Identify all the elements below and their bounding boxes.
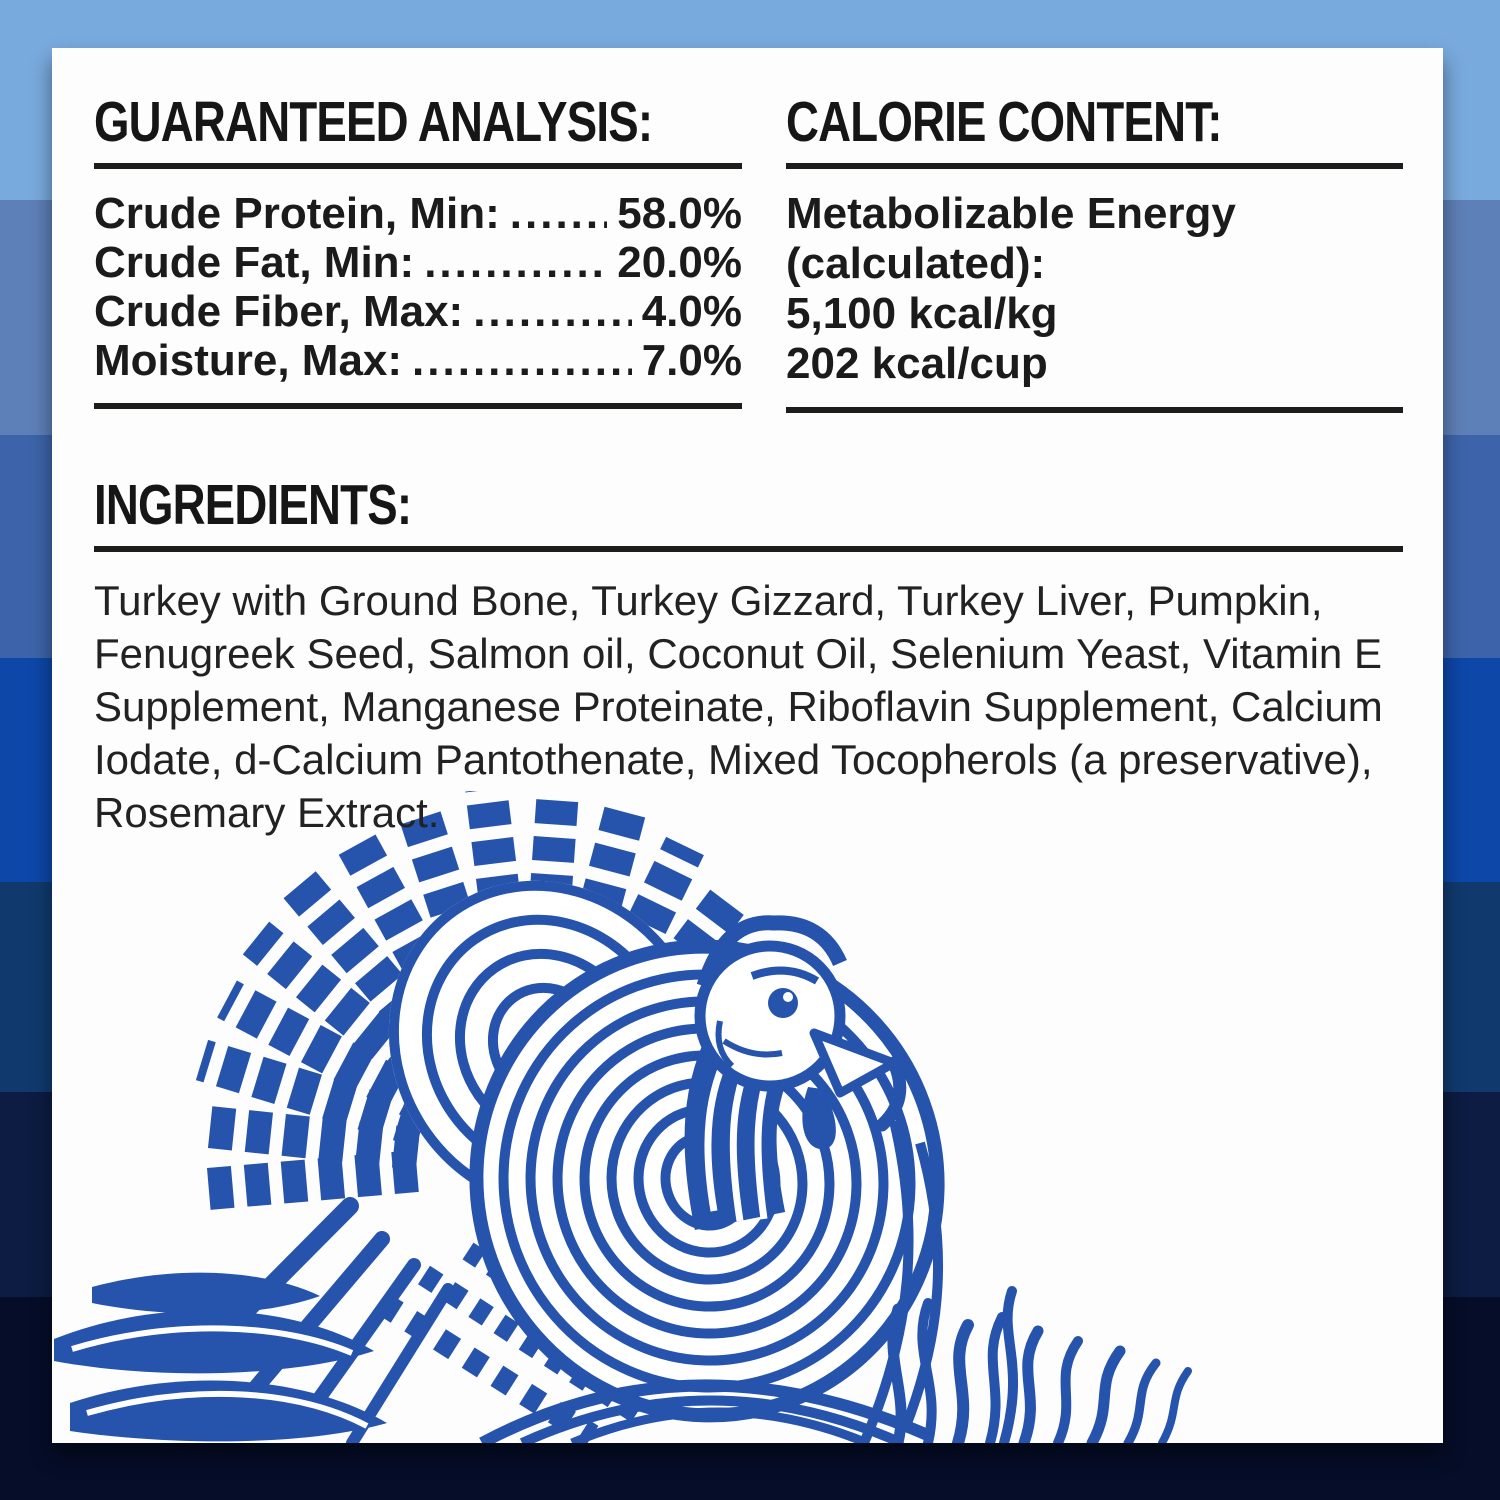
turkey-line-art-illustration xyxy=(52,791,1443,1443)
guaranteed-analysis-title: GUARANTEED ANALYSIS: xyxy=(94,90,653,154)
calorie-content-section: CALORIE CONTENT: Metabolizable Energy (c… xyxy=(786,94,1403,413)
analysis-row-label: Crude Protein, Min: xyxy=(94,189,500,238)
dot-leader: ........................................… xyxy=(424,238,607,287)
guaranteed-analysis-section: GUARANTEED ANALYSIS: Crude Protein, Min:… xyxy=(94,94,742,413)
analysis-row-label: Moisture, Max: xyxy=(94,336,403,385)
section-bottom-rule xyxy=(94,403,742,409)
title-underline xyxy=(94,163,742,169)
analysis-row: Crude Fat, Min: ........................… xyxy=(94,238,742,287)
title-underline xyxy=(94,546,1403,552)
analysis-rows: Crude Protein, Min: ....................… xyxy=(94,189,742,385)
title-underline xyxy=(786,163,1403,169)
calorie-line: 202 kcal/cup xyxy=(786,339,1048,388)
ingredients-section: INGREDIENTS: Turkey with Ground Bone, Tu… xyxy=(94,477,1403,839)
analysis-row-value: 20.0% xyxy=(617,238,742,287)
ingredients-title: INGREDIENTS: xyxy=(94,473,412,537)
analysis-row: Crude Protein, Min: ....................… xyxy=(94,189,742,238)
analysis-row-value: 7.0% xyxy=(641,336,742,385)
dot-leader: ........................................… xyxy=(412,336,632,385)
dot-leader: ........................................… xyxy=(473,287,632,336)
analysis-row-label: Crude Fat, Min: xyxy=(94,238,415,287)
analysis-row: Crude Fiber, Max: ......................… xyxy=(94,287,742,336)
calorie-line: 5,100 kcal/kg xyxy=(786,289,1058,338)
calorie-lines: Metabolizable Energy (calculated): 5,100… xyxy=(786,189,1403,389)
label-card: GUARANTEED ANALYSIS: Crude Protein, Min:… xyxy=(52,48,1443,1443)
calorie-line: (calculated): xyxy=(786,239,1046,288)
analysis-row-label: Crude Fiber, Max: xyxy=(94,287,464,336)
ingredients-text: Turkey with Ground Bone, Turkey Gizzard,… xyxy=(94,577,1383,836)
calorie-content-title: CALORIE CONTENT: xyxy=(786,90,1222,154)
analysis-row-value: 4.0% xyxy=(641,287,742,336)
section-bottom-rule xyxy=(786,407,1403,413)
calorie-line: Metabolizable Energy xyxy=(786,189,1236,238)
dot-leader: ........................................… xyxy=(509,189,607,238)
analysis-row-value: 58.0% xyxy=(617,189,742,238)
analysis-row: Moisture, Max: .........................… xyxy=(94,336,742,385)
analysis-calorie-section: GUARANTEED ANALYSIS: Crude Protein, Min:… xyxy=(94,94,1403,413)
label-content: GUARANTEED ANALYSIS: Crude Protein, Min:… xyxy=(52,48,1443,839)
